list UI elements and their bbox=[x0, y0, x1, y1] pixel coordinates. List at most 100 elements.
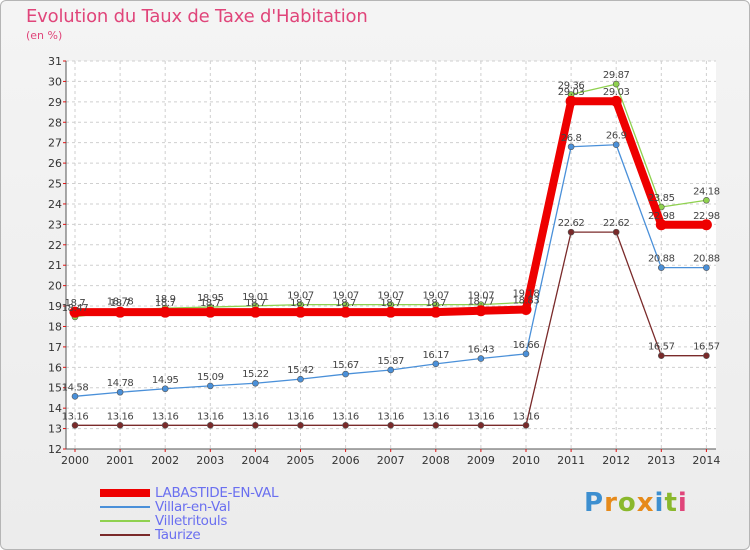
x-tick-label: 2008 bbox=[422, 454, 450, 467]
data-label-villetritouls: 29.36 bbox=[558, 80, 585, 91]
data-label-villar-en-val: 15.67 bbox=[332, 360, 359, 371]
data-label-villetritouls: 18.9 bbox=[155, 294, 176, 305]
logo-letter: i bbox=[654, 488, 665, 518]
legend-item: LABASTIDE-EN-VAL bbox=[100, 485, 360, 501]
y-tick-label: 29 bbox=[48, 96, 62, 109]
data-point-villar-en-val bbox=[387, 366, 395, 374]
data-point-labastide-en-val bbox=[340, 306, 352, 318]
y-tick-label: 16 bbox=[48, 361, 62, 374]
data-label-villetritouls: 19.07 bbox=[332, 291, 359, 302]
data-point-labastide-en-val bbox=[114, 306, 126, 318]
data-label-villetritouls: 19.18 bbox=[513, 288, 540, 299]
x-tick-label: 2003 bbox=[196, 454, 224, 467]
x-tick-label: 2000 bbox=[61, 454, 89, 467]
data-point-villar-en-val bbox=[432, 360, 440, 368]
data-label-villar-en-val: 15.09 bbox=[197, 372, 224, 383]
data-label-villar-en-val: 26.9 bbox=[606, 131, 627, 142]
data-label-labastide-en-val: 18.7 bbox=[425, 298, 446, 309]
data-label-labastide-en-val: 18.83 bbox=[513, 296, 540, 307]
legend-swatch bbox=[100, 534, 150, 536]
data-label-villetritouls: 19.07 bbox=[287, 291, 314, 302]
x-tick-label: 2004 bbox=[241, 454, 269, 467]
data-point-taurize bbox=[342, 422, 349, 429]
data-label-taurize: 13.16 bbox=[422, 411, 449, 422]
proxiti-logo[interactable]: Proxiti bbox=[584, 488, 688, 518]
y-tick-label: 27 bbox=[48, 137, 62, 150]
data-point-villar-en-val bbox=[342, 370, 349, 378]
legend-item: Villetritouls bbox=[100, 513, 360, 529]
data-label-villar-en-val: 15.22 bbox=[242, 369, 269, 380]
legend-swatch bbox=[100, 506, 150, 508]
legend-item: Taurize bbox=[100, 527, 360, 543]
y-tick-label: 22 bbox=[48, 239, 62, 252]
y-tick-label: 19 bbox=[48, 300, 62, 313]
data-point-labastide-en-val bbox=[475, 305, 487, 317]
data-point-labastide-en-val bbox=[565, 95, 577, 107]
data-label-labastide-en-val: 18.7 bbox=[380, 298, 401, 309]
y-tick-label: 13 bbox=[48, 423, 62, 436]
y-tick-label: 30 bbox=[48, 75, 62, 88]
x-tick-label: 2012 bbox=[602, 454, 630, 467]
data-point-taurize bbox=[657, 352, 665, 359]
data-label-taurize: 13.16 bbox=[468, 411, 495, 422]
legend-item: Villar-en-Val bbox=[100, 499, 360, 515]
y-tick-label: 14 bbox=[48, 402, 62, 415]
logo-letter: P bbox=[584, 488, 605, 518]
data-label-villetritouls: 24.18 bbox=[693, 186, 720, 197]
y-tick-label: 25 bbox=[48, 178, 62, 191]
x-tick-label: 2014 bbox=[692, 454, 720, 467]
legend-swatch bbox=[100, 520, 150, 522]
data-point-villar-en-val bbox=[297, 375, 304, 383]
logo-letter: t bbox=[664, 488, 678, 518]
data-point-villar-en-val bbox=[71, 393, 79, 400]
data-point-labastide-en-val bbox=[249, 306, 261, 318]
data-point-taurize bbox=[71, 422, 79, 429]
data-label-labastide-en-val: 18.7 bbox=[110, 298, 131, 309]
data-point-taurize bbox=[297, 422, 304, 429]
data-label-villar-en-val: 15.87 bbox=[377, 356, 404, 367]
logo-letter: x bbox=[636, 488, 655, 518]
data-label-labastide-en-val: 18.77 bbox=[468, 297, 495, 308]
data-point-labastide-en-val bbox=[385, 306, 397, 318]
data-point-taurize bbox=[387, 422, 395, 429]
chart-unit-label: (en %) bbox=[26, 29, 63, 42]
data-point-labastide-en-val bbox=[520, 304, 532, 316]
data-label-labastide-en-val: 29.03 bbox=[603, 87, 630, 98]
x-tick-label: 2002 bbox=[151, 454, 179, 467]
y-tick-label: 18 bbox=[48, 320, 62, 333]
data-label-taurize: 13.16 bbox=[287, 411, 314, 422]
x-tick-label: 2010 bbox=[512, 454, 540, 467]
data-label-villetritouls: 29.87 bbox=[603, 70, 630, 81]
x-tick-label: 2013 bbox=[647, 454, 675, 467]
chart-title: Evolution du Taux de Taxe d'Habitation bbox=[26, 6, 368, 27]
legend-label: Villetritouls bbox=[155, 513, 228, 529]
y-tick-label: 12 bbox=[48, 443, 62, 456]
data-point-labastide-en-val bbox=[610, 95, 622, 107]
data-point-villar-en-val bbox=[657, 264, 665, 271]
data-label-labastide-en-val: 29.03 bbox=[558, 87, 585, 98]
data-label-villar-en-val: 20.88 bbox=[648, 254, 675, 265]
data-label-taurize: 22.62 bbox=[603, 218, 630, 229]
data-label-taurize: 13.16 bbox=[377, 411, 404, 422]
y-tick-label: 26 bbox=[48, 157, 62, 170]
data-point-taurize bbox=[116, 422, 124, 429]
legend-label: LABASTIDE-EN-VAL bbox=[155, 485, 279, 501]
data-point-villar-en-val bbox=[477, 355, 485, 362]
data-label-villar-en-val: 26.8 bbox=[561, 133, 582, 144]
data-label-villetritouls: 18.78 bbox=[107, 297, 134, 308]
x-tick-label: 2007 bbox=[377, 454, 405, 467]
data-point-villar-en-val bbox=[252, 379, 259, 387]
data-point-labastide-en-val bbox=[700, 219, 712, 231]
data-label-villar-en-val: 20.88 bbox=[693, 254, 720, 265]
y-tick-label: 31 bbox=[48, 55, 62, 68]
data-label-labastide-en-val: 18.7 bbox=[335, 298, 356, 309]
data-label-villar-en-val: 14.78 bbox=[107, 378, 134, 389]
data-label-taurize: 13.16 bbox=[107, 411, 134, 422]
data-label-villetritouls: 23.85 bbox=[648, 193, 675, 204]
data-point-taurize bbox=[567, 228, 575, 236]
x-tick-label: 2006 bbox=[332, 454, 360, 467]
data-point-labastide-en-val bbox=[69, 306, 81, 318]
y-tick-label: 23 bbox=[48, 218, 62, 231]
data-label-villetritouls: 18.47 bbox=[62, 303, 89, 314]
x-tick-label: 2009 bbox=[467, 454, 495, 467]
